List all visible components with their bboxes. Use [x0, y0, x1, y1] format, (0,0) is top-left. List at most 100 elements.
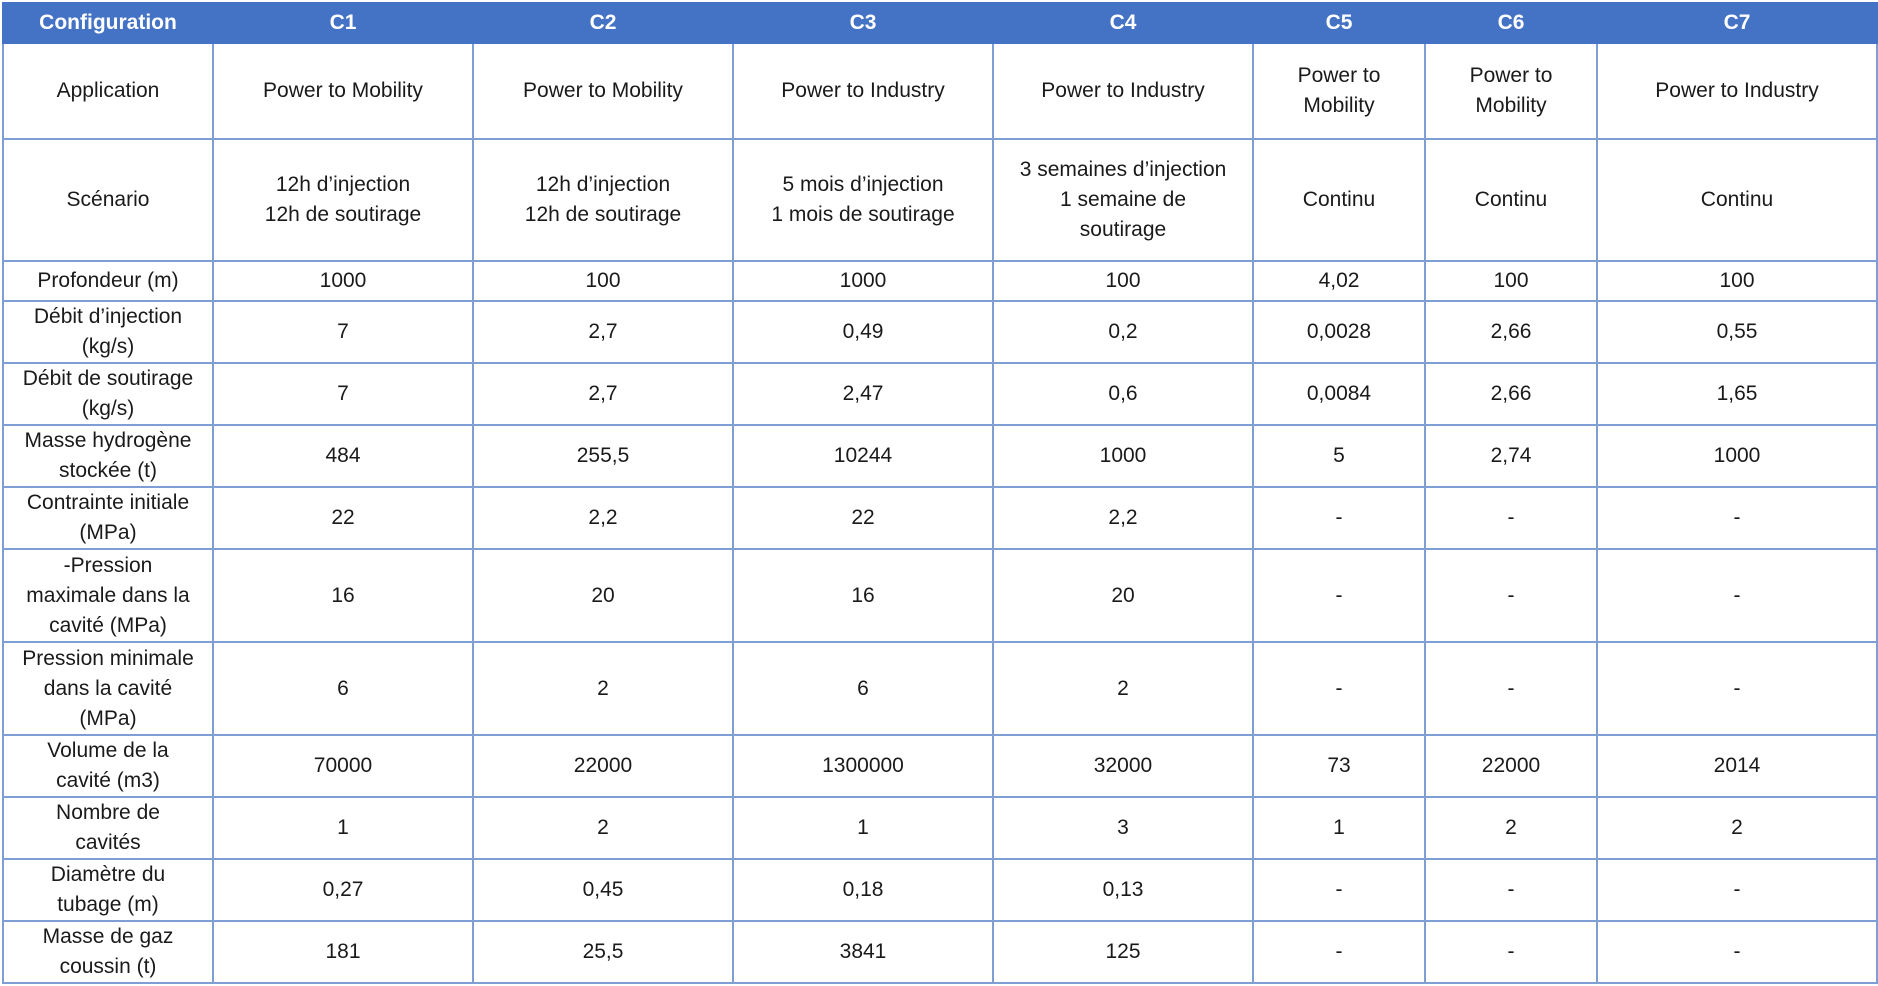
table-cell: -	[1596, 858, 1878, 922]
table-cell: 0,27	[212, 858, 474, 922]
table-cell: -	[1252, 486, 1426, 550]
table-cell: 0,0028	[1252, 300, 1426, 364]
table-cell: 6	[212, 641, 474, 736]
table-cell: 1000	[992, 424, 1254, 488]
table-cell: 100	[472, 260, 734, 302]
table-cell: 22000	[1424, 734, 1598, 798]
row-label: Masse hydrogène stockée (t)	[2, 424, 214, 488]
table-cell: 32000	[992, 734, 1254, 798]
header-configuration: Configuration	[2, 2, 214, 44]
table-cell: 1000	[1596, 424, 1878, 488]
table-cell: 1,65	[1596, 362, 1878, 426]
table-cell: 100	[992, 260, 1254, 302]
table-cell: 7	[212, 362, 474, 426]
table-cell: 22	[212, 486, 474, 550]
table-cell: 2,74	[1424, 424, 1598, 488]
table-cell: 7	[212, 300, 474, 364]
table-cell: -	[1424, 920, 1598, 984]
table-row: Masse hydrogène stockée (t) 484 255,5 10244…	[2, 424, 1878, 488]
table-cell: 0,55	[1596, 300, 1878, 364]
table-cell: 484	[212, 424, 474, 488]
table-cell: 25,5	[472, 920, 734, 984]
table-cell: 0,0084	[1252, 362, 1426, 426]
row-label: Profondeur (m)	[2, 260, 214, 302]
row-label: Nombre de cavités	[2, 796, 214, 860]
table-cell: 181	[212, 920, 474, 984]
table-cell: 0,2	[992, 300, 1254, 364]
table-cell: -	[1596, 920, 1878, 984]
table-cell: 1000	[212, 260, 474, 302]
table-cell: 125	[992, 920, 1254, 984]
table-cell: 3841	[732, 920, 994, 984]
header-c3: C3	[732, 2, 994, 44]
header-c7: C7	[1596, 2, 1878, 44]
table-row: Volume de la cavité (m3) 70000 22000 130000…	[2, 734, 1878, 798]
table-cell: 10244	[732, 424, 994, 488]
table-cell: Power to Industry	[732, 42, 994, 140]
table-cell: 20	[992, 548, 1254, 643]
table-row: -Pression maximale dans la cavité (MPa) 1…	[2, 548, 1878, 643]
header-c1: C1	[212, 2, 474, 44]
table-cell: 2	[472, 796, 734, 860]
header-row: Configuration C1 C2 C3 C4 C5 C6 C7	[2, 2, 1878, 44]
table-cell: Power to Industry	[1596, 42, 1878, 140]
table-cell: Power to Mobility	[472, 42, 734, 140]
table-cell: 12h d’injection 12h de soutirage	[472, 138, 734, 262]
table-cell: 0,49	[732, 300, 994, 364]
table-cell: 0,18	[732, 858, 994, 922]
header-c5: C5	[1252, 2, 1426, 44]
table-cell: 6	[732, 641, 994, 736]
table-cell: 73	[1252, 734, 1426, 798]
table-cell: 255,5	[472, 424, 734, 488]
table-cell: -	[1424, 486, 1598, 550]
table-cell: 2,2	[992, 486, 1254, 550]
table-cell: 100	[1596, 260, 1878, 302]
table-cell: 1300000	[732, 734, 994, 798]
row-label: Volume de la cavité (m3)	[2, 734, 214, 798]
table-cell: 12h d’injection 12h de soutirage	[212, 138, 474, 262]
table-cell: 22000	[472, 734, 734, 798]
table-cell: 1000	[732, 260, 994, 302]
table-cell: Power to Industry	[992, 42, 1254, 140]
table-row: Masse de gaz coussin (t) 181 25,5 3841 125- -…	[2, 920, 1878, 984]
table-cell: 2,66	[1424, 300, 1598, 364]
table-cell: 22	[732, 486, 994, 550]
table-cell: 2	[1596, 796, 1878, 860]
table-cell: -	[1424, 858, 1598, 922]
table-cell: 2,47	[732, 362, 994, 426]
table-row: Débit de soutirage (kg/s) 7 2,7 2,47 0,6 0,00…	[2, 362, 1878, 426]
table-cell: -	[1596, 486, 1878, 550]
row-label: Diamètre du tubage (m)	[2, 858, 214, 922]
table-cell: 0,13	[992, 858, 1254, 922]
table-cell: 2,2	[472, 486, 734, 550]
row-label: Pression minimale dans la cavité (MPa)	[2, 641, 214, 736]
header-c6: C6	[1424, 2, 1598, 44]
table-row: Application Power to Mobility Power to Mob…	[2, 42, 1878, 140]
table-cell: Power to Mobility	[212, 42, 474, 140]
table-cell: 3	[992, 796, 1254, 860]
table-cell: -	[1424, 641, 1598, 736]
table-body: Application Power to Mobility Power to Mob…	[2, 42, 1878, 984]
row-label: Application	[2, 42, 214, 140]
row-label: Débit de soutirage (kg/s)	[2, 362, 214, 426]
table-cell: 16	[212, 548, 474, 643]
table-cell: 0,6	[992, 362, 1254, 426]
table-cell: 2	[1424, 796, 1598, 860]
table-row: Pression minimale dans la cavité (MPa) 6 2…	[2, 641, 1878, 736]
table-cell: 20	[472, 548, 734, 643]
table-cell: 2	[992, 641, 1254, 736]
table-cell: 2014	[1596, 734, 1878, 798]
row-label: -Pression maximale dans la cavité (MPa)	[2, 548, 214, 643]
table-row: Nombre de cavités 1 2 1 3 1 2 2	[2, 796, 1878, 860]
table-cell: 1	[732, 796, 994, 860]
table-cell: 1	[212, 796, 474, 860]
table-cell: 0,45	[472, 858, 734, 922]
table-row: Profondeur (m) 1000 100 1000 100 4,02 100 100	[2, 260, 1878, 302]
row-label: Contrainte initiale (MPa)	[2, 486, 214, 550]
table-row: Diamètre du tubage (m) 0,27 0,45 0,18 0,13 - -…	[2, 858, 1878, 922]
table-cell: 2,7	[472, 362, 734, 426]
table-cell: Power to Mobility	[1424, 42, 1598, 140]
table-cell: Continu	[1596, 138, 1878, 262]
table-cell: 5 mois d’injection 1 mois de soutirage	[732, 138, 994, 262]
